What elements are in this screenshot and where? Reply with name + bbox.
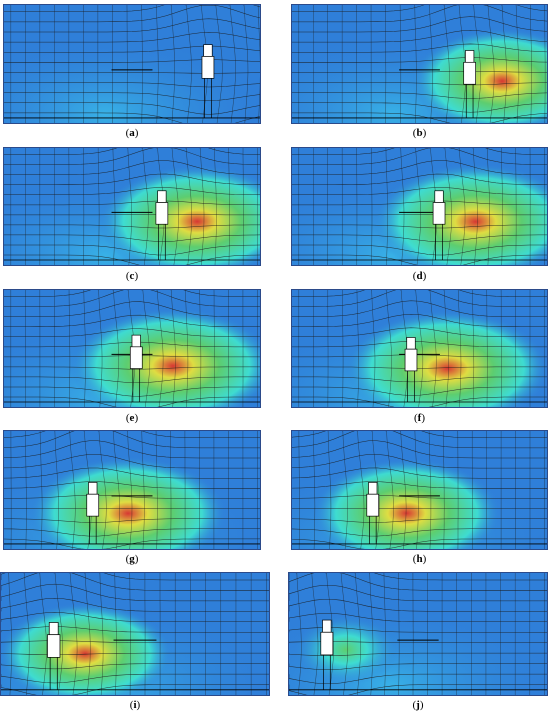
panel-a: (a) [3, 4, 261, 141]
flow-field-svg [292, 290, 547, 407]
panel-caption: (j) [412, 699, 424, 711]
flow-field-plot [291, 289, 548, 408]
vehicle-body-icon [201, 44, 215, 118]
panel-caption-letter: b [416, 127, 423, 139]
vehicle-body-icon [463, 50, 476, 118]
flow-field-plot [3, 4, 261, 124]
flow-field-svg [4, 148, 260, 265]
panel-e: (e) [3, 289, 261, 426]
panel-caption: (d) [412, 270, 427, 282]
vehicle-body-icon [320, 619, 334, 690]
flow-field-svg [4, 290, 260, 407]
flow-field-svg [4, 431, 260, 549]
panel-caption: (c) [125, 270, 139, 282]
panel-g: (g) [3, 430, 261, 567]
flow-field-plot [291, 430, 548, 550]
flow-field-plot [0, 572, 270, 696]
vehicle-body-icon [432, 190, 446, 260]
vehicle-body-icon [129, 334, 143, 402]
panel-c: (c) [3, 147, 261, 284]
panel-caption-letter: j [416, 699, 420, 711]
panel-caption: (e) [125, 412, 139, 424]
panel-caption-letter: g [129, 553, 135, 565]
flow-field-svg [292, 148, 547, 265]
vehicle-body-icon [155, 190, 169, 260]
panel-caption: (b) [412, 127, 427, 139]
panel-h: (h) [291, 430, 548, 567]
panel-caption-letter: e [129, 412, 135, 424]
panel-b: (b) [291, 4, 548, 141]
panel-f: (f) [291, 289, 548, 426]
panel-caption-letter: h [416, 553, 423, 565]
flow-field-plot [291, 4, 548, 124]
flow-field-plot [291, 147, 548, 266]
panel-j: (j) [288, 572, 548, 713]
flow-field-plot [3, 430, 261, 550]
panel-caption: (a) [125, 127, 139, 139]
flow-field-svg [292, 5, 547, 123]
flow-field-svg [4, 5, 260, 123]
vehicle-body-icon [47, 622, 61, 690]
panel-i: (i) [0, 572, 270, 713]
vehicle-body-icon [86, 482, 100, 544]
vehicle-body-icon [366, 482, 380, 544]
panel-caption-letter: a [129, 127, 135, 139]
flow-field-svg [292, 431, 547, 549]
panel-caption: (f) [413, 412, 425, 424]
panel-caption-letter: f [417, 412, 422, 424]
flow-field-plot [3, 289, 261, 408]
panel-d: (d) [291, 147, 548, 284]
panel-caption-letter: c [129, 270, 135, 282]
panel-caption: (i) [129, 699, 141, 711]
flow-field-svg [1, 573, 269, 695]
flow-field-plot [3, 147, 261, 266]
vehicle-body-icon [404, 337, 418, 402]
panel-caption-letter: d [416, 270, 423, 282]
panel-caption-letter: i [133, 699, 137, 711]
panel-caption: (h) [412, 553, 427, 565]
panel-caption: (g) [125, 553, 139, 565]
flow-field-plot [288, 572, 548, 696]
flow-field-svg [289, 573, 547, 695]
